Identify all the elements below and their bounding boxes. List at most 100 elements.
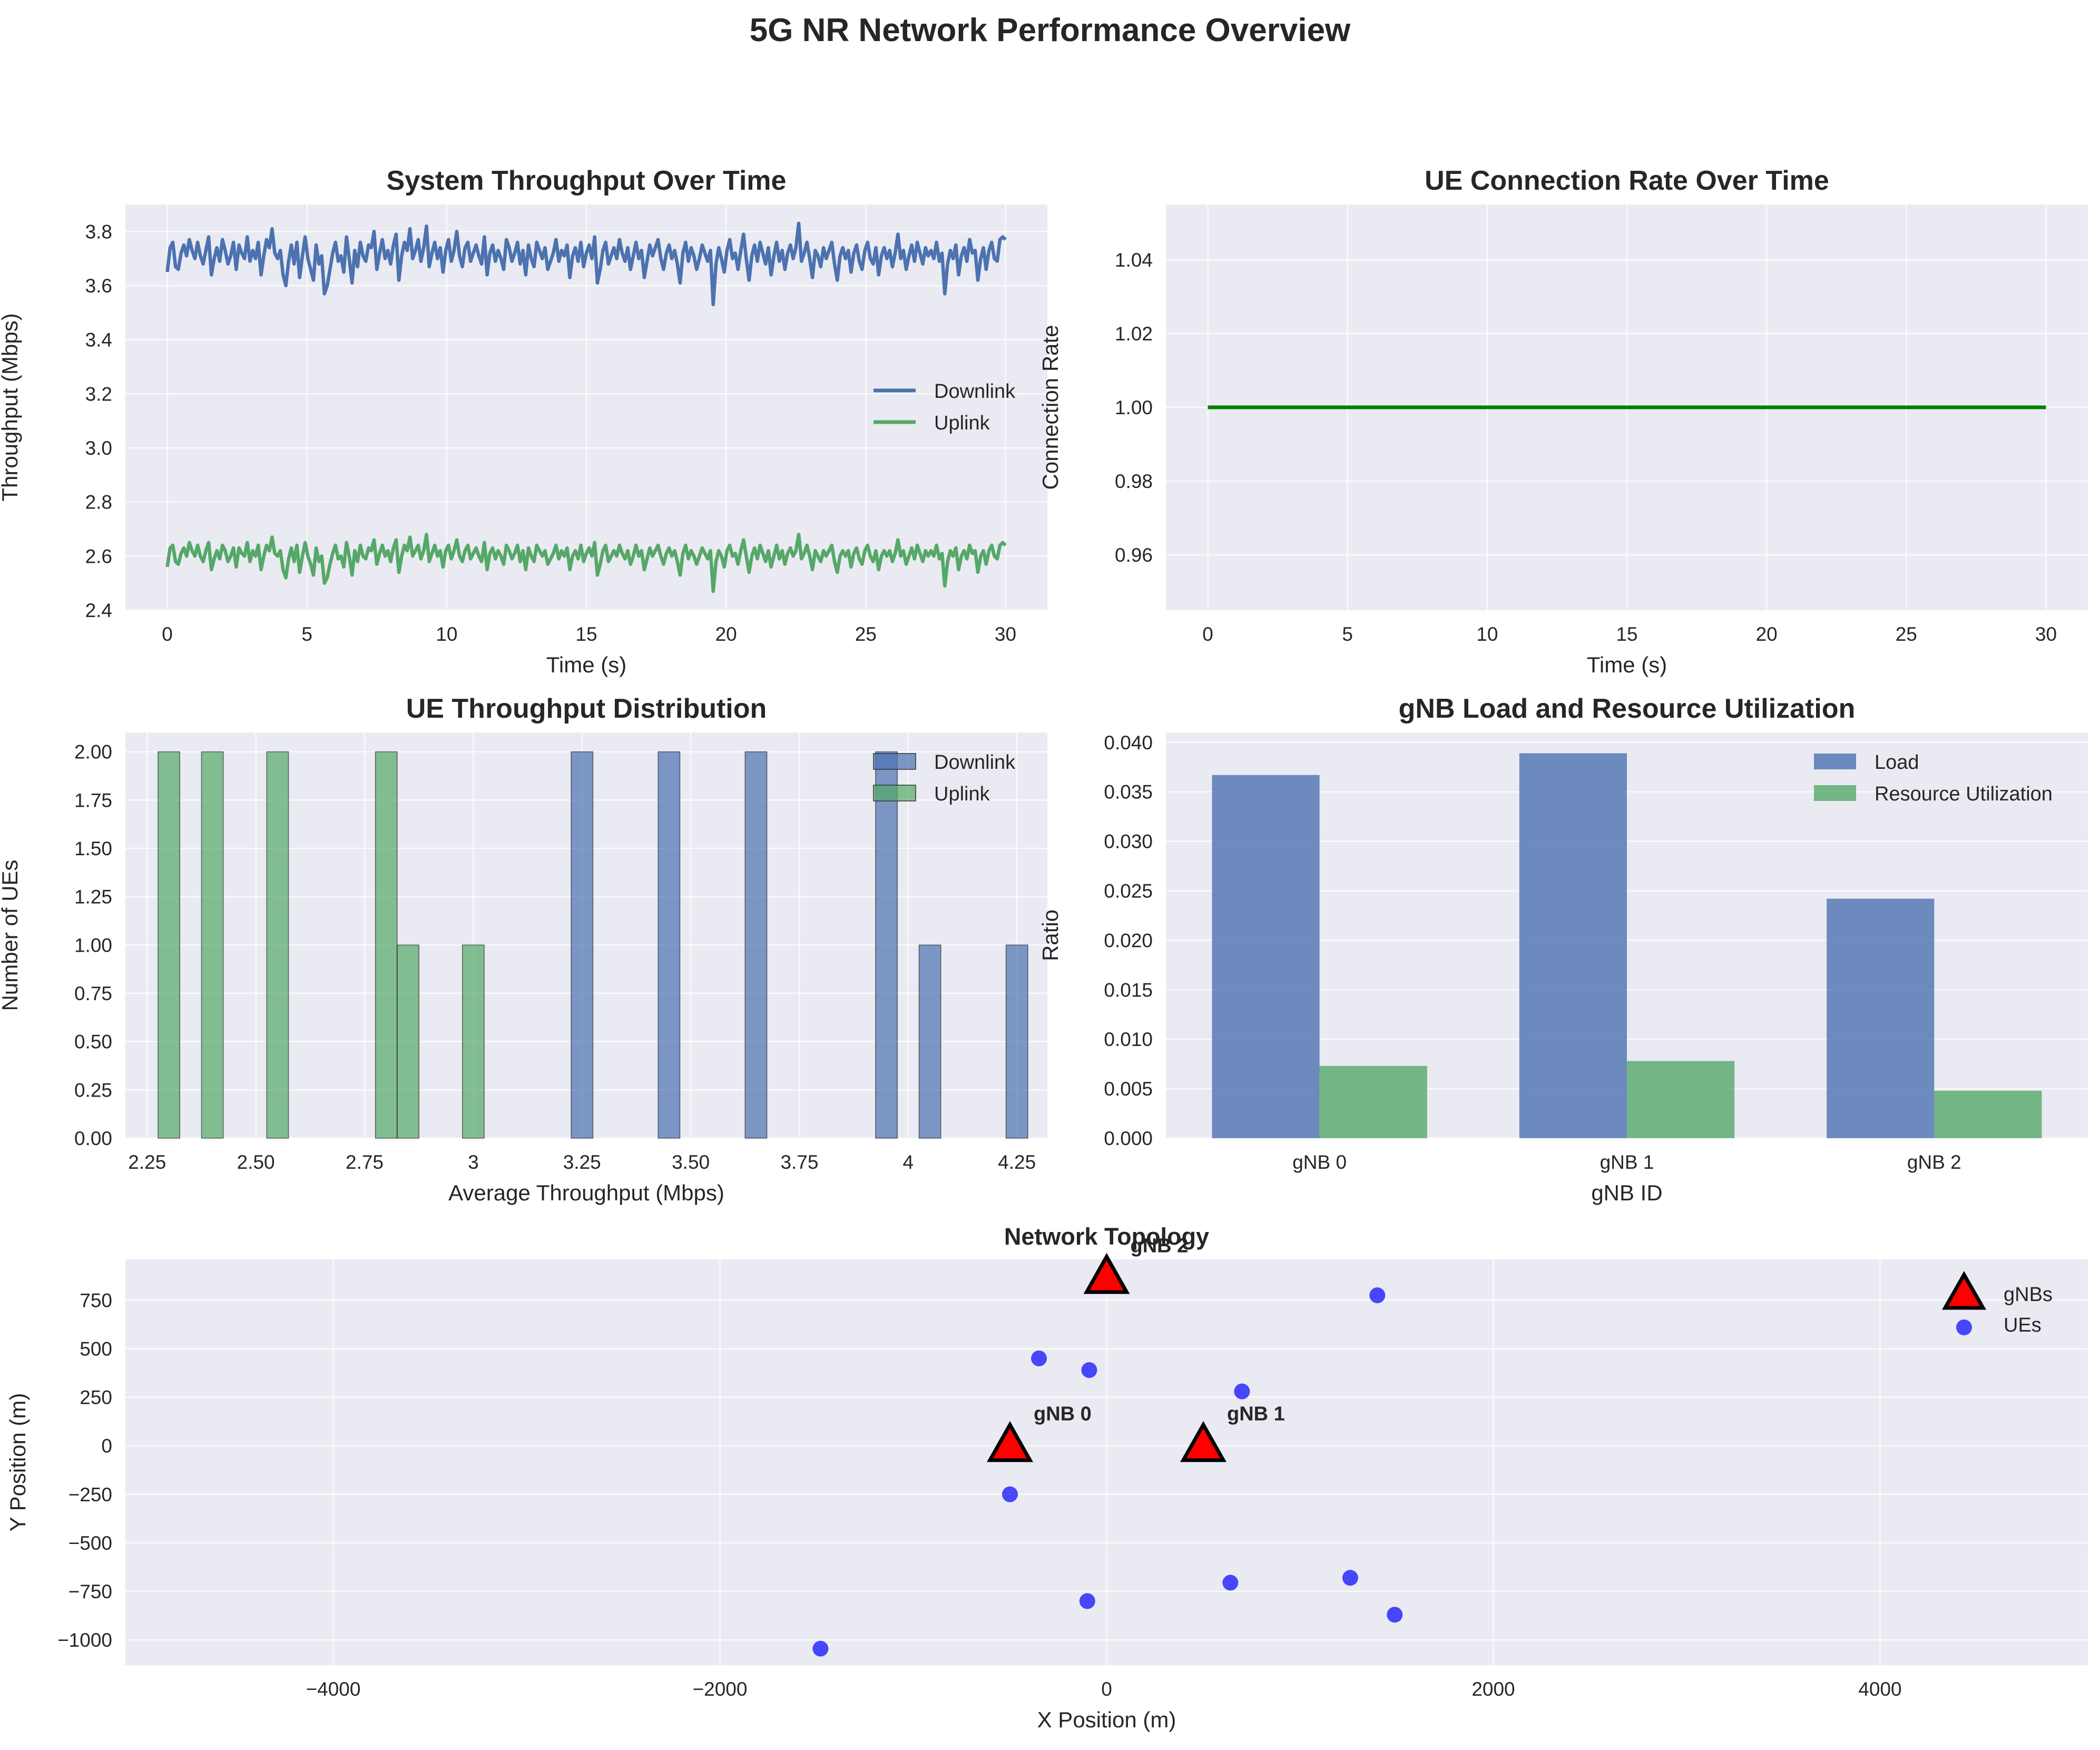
gridlines — [1166, 204, 2088, 610]
ue-point — [1369, 1287, 1386, 1304]
histogram-bar-uplink — [462, 944, 485, 1139]
y-tick-label: −750 — [68, 1581, 112, 1602]
y-tick-label: 0.00 — [74, 1128, 112, 1149]
y-tick-label: 1.04 — [1115, 249, 1153, 271]
legend-swatch — [1814, 785, 1856, 801]
y-tick-label: 3.0 — [85, 437, 112, 459]
x-tick-label: 2.75 — [346, 1151, 384, 1173]
x-axis-label: Time (s) — [1587, 652, 1667, 677]
y-tick-label: 0.030 — [1104, 831, 1153, 853]
bar-load — [1519, 753, 1627, 1138]
x-tick-label: 30 — [995, 623, 1016, 645]
y-tick-label: 3.2 — [85, 383, 112, 405]
histogram-bar-downlink — [658, 751, 681, 1139]
series-line-downlink — [165, 221, 1007, 307]
x-tick-label: 3.25 — [563, 1151, 601, 1173]
x-tick-label: 5 — [301, 623, 312, 645]
histogram-bar-uplink — [201, 751, 224, 1139]
x-tick-label: 4000 — [1858, 1678, 1901, 1700]
bar-load — [1212, 775, 1320, 1138]
histogram-bar-downlink — [875, 751, 898, 1139]
bar-load — [1827, 898, 1935, 1138]
legend-label: Downlink — [934, 751, 1016, 774]
legend-label: Uplink — [934, 783, 990, 805]
throughput-chart: 0 5 10 15 20 25 30 2.4 2.6 2.8 3.0 3.2 3.4 3.6 3.8 Syst… — [0, 165, 1047, 677]
x-tick-label: 30 — [2035, 623, 2057, 645]
x-tick-label: 0 — [162, 623, 173, 645]
legend-label: UEs — [2004, 1314, 2042, 1336]
throughput-distribution-chart: 2.25 2.50 2.75 3 3.25 3.50 3.75 4 4.25 0.00 0.25 0.… — [0, 693, 1047, 1205]
x-tick-label: 2.25 — [128, 1151, 166, 1173]
y-tick-label: 0.50 — [74, 1031, 112, 1053]
y-tick-label: 0.015 — [1104, 979, 1153, 1001]
y-tick-label: 2.00 — [74, 741, 112, 763]
y-tick-label: 1.50 — [74, 838, 112, 859]
x-axis-label: Time (s) — [546, 652, 626, 677]
histogram-bar-downlink — [571, 751, 594, 1139]
ue-point — [1387, 1607, 1403, 1623]
legend-swatch — [1941, 1270, 1987, 1310]
y-tick-label: 0.75 — [74, 983, 112, 1004]
x-tick-label: gNB 1 — [1600, 1151, 1654, 1173]
legend-label: Resource Utilization — [1875, 783, 2053, 805]
y-axis-label: Y Position (m) — [5, 1393, 30, 1532]
histogram-bar-downlink — [918, 944, 941, 1139]
y-axis-label: Number of UEs — [0, 859, 22, 1011]
legend-swatch — [873, 785, 916, 801]
y-tick-label: 0 — [101, 1435, 112, 1457]
ue-point — [1081, 1362, 1097, 1378]
gnb-marker — [987, 1421, 1033, 1462]
gnb-marker — [1083, 1253, 1130, 1294]
x-tick-label: 10 — [1476, 623, 1498, 645]
x-axis-label: Average Throughput (Mbps) — [448, 1180, 724, 1205]
gridlines — [125, 1259, 2088, 1665]
y-tick-label: 2.6 — [85, 545, 112, 567]
y-tick-label: 2.8 — [85, 492, 112, 513]
y-tick-label: 0.035 — [1104, 781, 1153, 803]
x-tick-label: −4000 — [306, 1678, 361, 1700]
figure-title: 5G NR Network Performance Overview — [749, 12, 1351, 48]
x-axis-label: gNB ID — [1591, 1180, 1662, 1205]
x-tick-label: 0 — [1101, 1678, 1112, 1700]
legend-label: Downlink — [934, 380, 1016, 403]
gnb-label: gNB 2 — [1131, 1235, 1189, 1257]
legend-label: gNBs — [2004, 1284, 2053, 1306]
y-tick-label: 1.75 — [74, 789, 112, 811]
y-axis-label: Ratio — [1038, 910, 1063, 961]
histogram-bar-uplink — [375, 751, 398, 1139]
x-tick-label: 20 — [1756, 623, 1778, 645]
x-tick-label: 3.50 — [672, 1151, 710, 1173]
chart-title: System Throughput Over Time — [387, 165, 787, 196]
chart-title: UE Throughput Distribution — [406, 693, 767, 724]
y-tick-label: 3.4 — [85, 329, 112, 351]
y-tick-label: −500 — [68, 1532, 112, 1554]
x-tick-label: −2000 — [693, 1678, 748, 1700]
x-tick-label: 2000 — [1471, 1678, 1515, 1700]
ue-point — [812, 1640, 829, 1657]
y-axis-label: Connection Rate — [1038, 325, 1063, 490]
x-tick-label: 15 — [575, 623, 597, 645]
x-tick-label: 20 — [715, 623, 737, 645]
y-tick-label: 0.98 — [1115, 471, 1153, 492]
legend-swatch — [873, 753, 916, 770]
bar-resource-utilization — [1627, 1061, 1735, 1138]
y-tick-label: 2.4 — [85, 600, 112, 621]
x-tick-label: 10 — [436, 623, 457, 645]
legend: Load Resource Utilization — [1814, 751, 2053, 805]
histogram-bar-uplink — [397, 944, 419, 1139]
gridlines — [125, 204, 1047, 611]
ue-point — [1342, 1570, 1358, 1586]
y-tick-label: 1.02 — [1115, 323, 1153, 345]
y-tick-label: 3.8 — [85, 221, 112, 242]
legend-swatch — [1956, 1319, 1972, 1335]
histogram-bar-downlink — [744, 751, 768, 1139]
y-tick-label: −250 — [68, 1484, 112, 1505]
x-tick-label: 4.25 — [998, 1151, 1036, 1173]
y-tick-label: 1.00 — [1115, 397, 1153, 418]
legend-label: Load — [1875, 751, 1919, 774]
y-tick-label: 1.00 — [74, 934, 112, 956]
legend: Downlink Uplink — [874, 380, 1016, 434]
x-tick-label: 2.50 — [237, 1151, 275, 1173]
x-axis-label: X Position (m) — [1037, 1707, 1176, 1732]
